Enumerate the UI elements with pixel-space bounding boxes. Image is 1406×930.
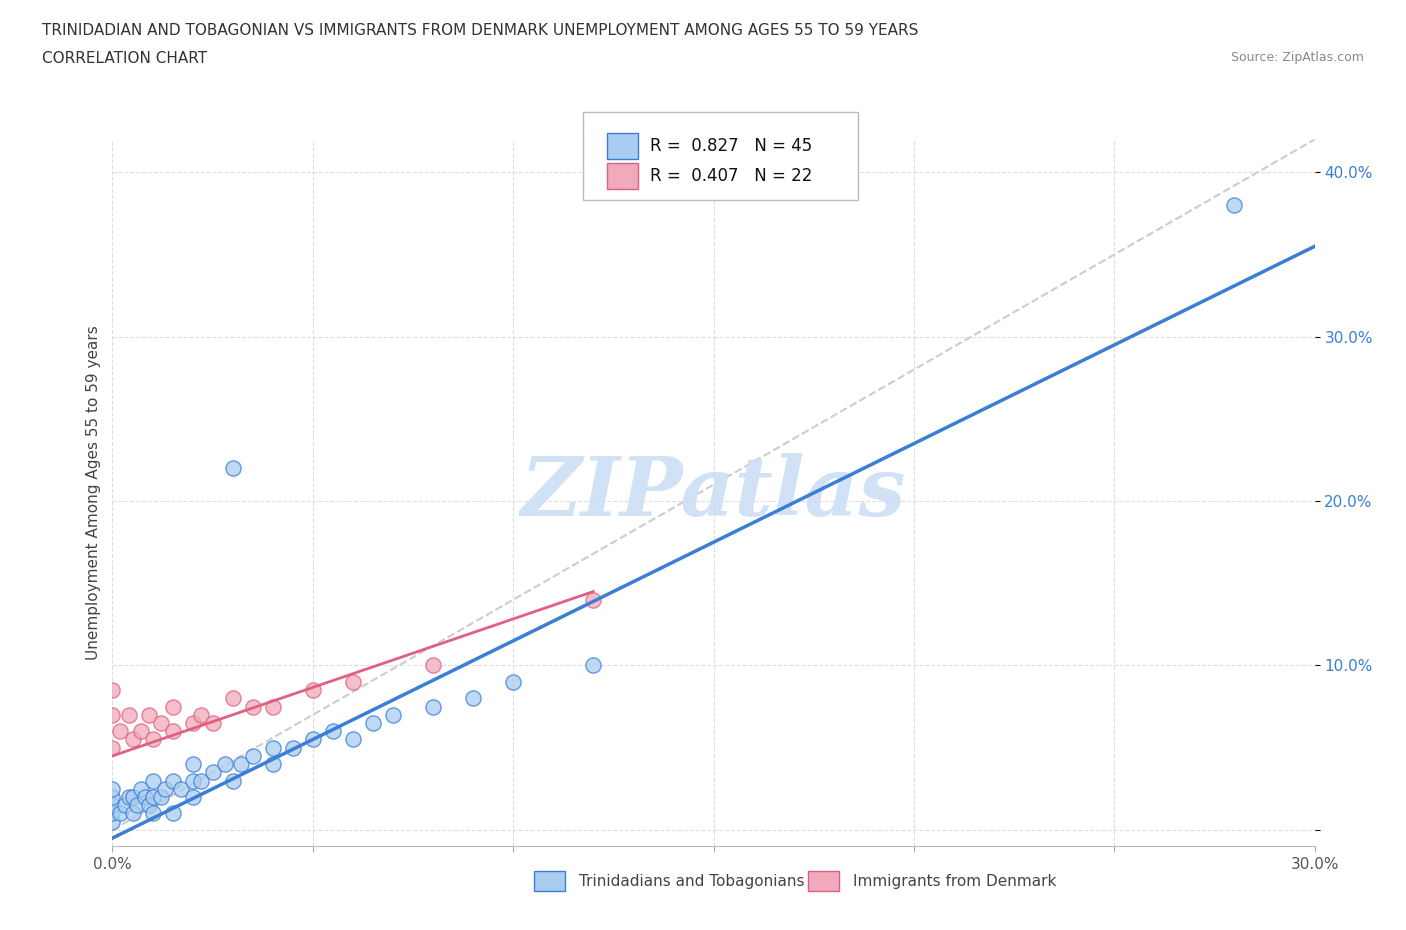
Point bbox=[422, 658, 444, 673]
Point bbox=[101, 798, 124, 813]
Point bbox=[121, 790, 143, 804]
Point bbox=[214, 757, 236, 772]
Point bbox=[101, 740, 124, 755]
Text: Trinidadians and Tobagonians: Trinidadians and Tobagonians bbox=[579, 873, 804, 889]
Point bbox=[262, 757, 284, 772]
Point bbox=[242, 749, 264, 764]
Point bbox=[302, 683, 325, 698]
Point bbox=[342, 674, 364, 689]
Point bbox=[461, 691, 484, 706]
Text: R =  0.407   N = 22: R = 0.407 N = 22 bbox=[650, 166, 811, 184]
Point bbox=[181, 757, 204, 772]
Point bbox=[149, 715, 172, 730]
Point bbox=[222, 773, 245, 788]
Point bbox=[125, 798, 148, 813]
Text: CORRELATION CHART: CORRELATION CHART bbox=[42, 51, 207, 66]
Text: TRINIDADIAN AND TOBAGONIAN VS IMMIGRANTS FROM DENMARK UNEMPLOYMENT AMONG AGES 55: TRINIDADIAN AND TOBAGONIAN VS IMMIGRANTS… bbox=[42, 23, 918, 38]
Point bbox=[281, 740, 304, 755]
Point bbox=[138, 708, 160, 723]
Text: ZIPatlas: ZIPatlas bbox=[520, 453, 907, 533]
Point bbox=[129, 724, 152, 738]
Point bbox=[141, 790, 163, 804]
Point bbox=[222, 691, 245, 706]
Point bbox=[141, 732, 163, 747]
Point bbox=[201, 715, 224, 730]
Point bbox=[169, 781, 191, 796]
Point bbox=[262, 740, 284, 755]
Point bbox=[121, 806, 143, 821]
Point bbox=[322, 724, 344, 738]
Text: Source: ZipAtlas.com: Source: ZipAtlas.com bbox=[1230, 51, 1364, 64]
Point bbox=[101, 790, 124, 804]
Point bbox=[201, 764, 224, 779]
Point bbox=[162, 724, 184, 738]
Point bbox=[129, 781, 152, 796]
Point bbox=[101, 781, 124, 796]
Point bbox=[582, 592, 605, 607]
Point bbox=[262, 699, 284, 714]
Point bbox=[141, 806, 163, 821]
Point bbox=[153, 781, 176, 796]
Point bbox=[110, 806, 132, 821]
Point bbox=[382, 708, 405, 723]
Point bbox=[110, 724, 132, 738]
Point bbox=[117, 790, 139, 804]
Point bbox=[101, 806, 124, 821]
Point bbox=[181, 790, 204, 804]
Point bbox=[101, 708, 124, 723]
Point bbox=[582, 658, 605, 673]
Point bbox=[117, 708, 139, 723]
Point bbox=[121, 732, 143, 747]
Point bbox=[114, 798, 136, 813]
Point bbox=[181, 773, 204, 788]
Point bbox=[190, 708, 212, 723]
Point bbox=[190, 773, 212, 788]
Point bbox=[342, 732, 364, 747]
Point bbox=[149, 790, 172, 804]
Point bbox=[162, 699, 184, 714]
Point bbox=[101, 683, 124, 698]
Point bbox=[422, 699, 444, 714]
Point bbox=[361, 715, 384, 730]
Point bbox=[222, 460, 245, 475]
Text: R =  0.827   N = 45: R = 0.827 N = 45 bbox=[650, 138, 811, 155]
Point bbox=[101, 814, 124, 829]
Point bbox=[302, 732, 325, 747]
Point bbox=[162, 806, 184, 821]
Point bbox=[141, 773, 163, 788]
Text: Immigrants from Denmark: Immigrants from Denmark bbox=[853, 873, 1057, 889]
Point bbox=[502, 674, 524, 689]
Point bbox=[134, 790, 156, 804]
Point bbox=[1223, 198, 1246, 213]
Point bbox=[242, 699, 264, 714]
Point bbox=[138, 798, 160, 813]
Y-axis label: Unemployment Among Ages 55 to 59 years: Unemployment Among Ages 55 to 59 years bbox=[86, 326, 101, 660]
Point bbox=[181, 715, 204, 730]
Point bbox=[162, 773, 184, 788]
Point bbox=[229, 757, 252, 772]
